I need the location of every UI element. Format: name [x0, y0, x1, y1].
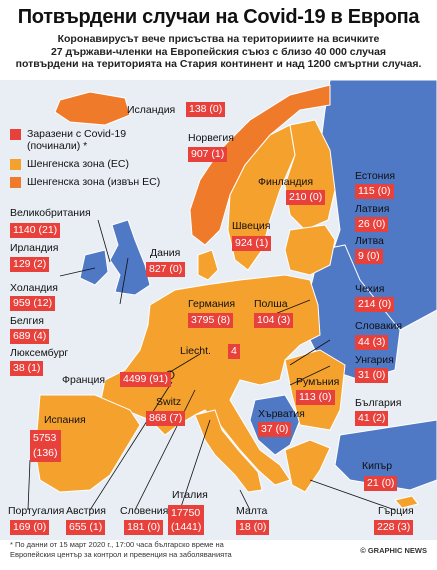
austria-name: Австрия — [66, 505, 106, 517]
iceland-name: Исландия — [127, 104, 176, 116]
cyprus-value: 21 (0) — [364, 476, 398, 491]
footnote-line: Европейския център за контрол и превенци… — [10, 550, 232, 559]
legend-schengen-non-eu: Шенгенска зона (извън ЕС) — [10, 176, 160, 188]
slovakia-value: 44 (3) — [355, 335, 389, 350]
cyprus-name: Кипър — [362, 460, 393, 472]
italy-value-deaths: (1441) — [171, 521, 202, 533]
slovakia-name: Словакия — [355, 320, 403, 332]
france-value: 4499 (91) — [120, 372, 171, 387]
denmark-name: Дания — [150, 247, 181, 259]
luxembourg-name: Люксембург — [10, 347, 69, 359]
italy-name: Италия — [172, 489, 208, 501]
italy-value-cases: 17750 — [171, 507, 201, 519]
switzerland-name: Switz — [156, 396, 182, 408]
spain-name: Испания — [44, 414, 86, 426]
leader-lines — [27, 219, 396, 511]
sweden-region — [227, 124, 296, 271]
estonia-value: 115 (0) — [355, 184, 394, 199]
luxembourg-value: 38 (1) — [10, 361, 44, 376]
lithuania-value: 9 (0) — [355, 249, 383, 264]
italy-region — [194, 409, 263, 493]
switzerland-value: 868 (7) — [146, 411, 186, 426]
credit: © GRAPHIC NEWS — [360, 546, 427, 555]
netherlands-value: 959 (12) — [10, 296, 56, 311]
germany-value: 3795 (8) — [188, 313, 234, 328]
legend-swatch-schengen-eu — [10, 159, 21, 170]
iceland-region — [54, 91, 131, 126]
legend-schengen-eu: Шенгенска зона (ЕС) — [10, 158, 160, 170]
latvia-name: Латвия — [355, 203, 390, 215]
austria-value: 655 (1) — [66, 520, 106, 535]
liechtenstein-value: 4 — [228, 344, 240, 359]
czechia-value: 214 (0) — [355, 297, 395, 312]
spain-value-deaths: (136) — [33, 447, 58, 459]
hungary-name: Унгария — [355, 354, 394, 366]
ireland-region — [79, 249, 109, 286]
uk-region — [109, 219, 151, 296]
latvia-value: 26 (0) — [355, 217, 389, 232]
belgium-value: 689 (4) — [10, 329, 50, 344]
germany-name: Германия — [188, 298, 236, 310]
subtitle-line: Коронавирусът вече присъства на територи… — [57, 33, 380, 45]
uk-name: Великобритания — [10, 207, 91, 219]
lithuania-name: Литва — [355, 235, 384, 247]
uk-value: 1140 (21) — [10, 223, 61, 238]
footnote: * По данни от 15 март 2020 г., 17:00 час… — [10, 540, 232, 560]
iceland-value: 138 (0) — [186, 102, 226, 117]
finland-name: Финландия — [258, 176, 314, 188]
legend-infected: Заразени с Covid-19 (починали) * — [10, 128, 160, 152]
footnote-line: * По данни от 15 март 2020 г., 17:00 час… — [10, 540, 224, 549]
france-name: Франция — [62, 374, 106, 386]
greece-value: 228 (3) — [374, 520, 414, 535]
italy-value: 17750 (1441) — [168, 505, 205, 535]
malta-name: Малта — [236, 505, 268, 517]
spain-value: 5753 (136) — [30, 430, 61, 462]
subtitle: Коронавирусът вече присъства на територи… — [10, 33, 427, 71]
estonia-name: Естония — [355, 170, 396, 182]
netherlands-name: Холандия — [10, 282, 58, 294]
subtitle-line: потвърдени на територията на Стария конт… — [15, 58, 422, 70]
portugal-value: 169 (0) — [10, 520, 50, 535]
croatia-name: Хърватия — [258, 408, 305, 420]
map-legend: Заразени с Covid-19 (починали) * Шенгенс… — [10, 128, 160, 194]
norway-value: 907 (1) — [188, 147, 228, 162]
bulgaria-value: 41 (2) — [355, 411, 389, 426]
greece-name: Гърция — [378, 505, 414, 517]
norway-name: Норвегия — [188, 132, 234, 144]
croatia-value: 37 (0) — [258, 422, 292, 437]
norway-region — [189, 84, 331, 246]
liechtenstein-name: Liecht. — [180, 345, 211, 357]
sweden-name: Швеция — [232, 220, 271, 232]
subtitle-line: 27 държави-членки на Европейския съюз с … — [50, 45, 387, 58]
malta-value: 18 (0) — [236, 520, 270, 535]
ireland-name: Ирландия — [10, 242, 59, 254]
hungary-value: 31 (0) — [355, 368, 389, 383]
czechia-name: Чехия — [355, 283, 385, 295]
sweden-value: 924 (1) — [232, 236, 272, 251]
legend-label-schengen-eu: Шенгенска зона (ЕС) — [27, 158, 130, 170]
ireland-value: 129 (2) — [10, 257, 50, 272]
slovenia-name: Словения — [120, 505, 169, 517]
legend-swatch-infected — [10, 129, 21, 140]
poland-name: Полша — [254, 298, 288, 310]
legend-label-schengen-non-eu: Шенгенска зона (извън ЕС) — [27, 176, 161, 188]
legend-swatch-schengen-non-eu — [10, 177, 21, 188]
legend-label-infected: Заразени с Covid-19 (починали) * — [27, 128, 127, 152]
belgium-name: Белгия — [10, 315, 44, 327]
romania-value: 113 (0) — [296, 390, 335, 405]
cyprus-region — [394, 495, 419, 509]
poland-value: 104 (3) — [254, 313, 294, 328]
denmark-region — [197, 249, 219, 281]
denmark-value: 827 (0) — [146, 262, 186, 277]
slovenia-value: 181 (0) — [124, 520, 164, 535]
romania-name: Румъния — [296, 376, 340, 388]
baltics-region — [284, 224, 336, 276]
portugal-name: Португалия — [8, 505, 65, 517]
bulgaria-name: България — [355, 397, 402, 409]
finland-value: 210 (0) — [286, 190, 326, 205]
page-title: Потвърдени случаи на Covid-19 в Европа — [17, 6, 420, 28]
spain-value-cases: 5753 — [33, 432, 57, 444]
